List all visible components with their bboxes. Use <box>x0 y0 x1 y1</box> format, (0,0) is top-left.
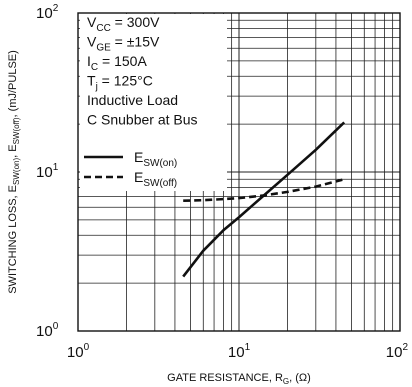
legend-label-esw-on: ESW(on) <box>134 149 177 169</box>
x-tick-label: 102 <box>386 342 409 361</box>
legend-box <box>80 14 227 191</box>
condition-line: VCC = 300V <box>87 14 160 34</box>
x-tick-label: 101 <box>228 342 251 361</box>
tick-labels: 100 101 102 100 101 102 <box>36 3 408 361</box>
y-tick-label: 101 <box>36 162 59 181</box>
y-tick-label: 100 <box>36 321 59 340</box>
x-tick-label: 100 <box>67 342 90 361</box>
condition-line: Inductive Load <box>87 92 178 108</box>
x-axis-label: GATE RESISTANCE, RG, (Ω) <box>167 372 311 386</box>
y-axis-label: SWITCHING LOSS, ESW(on), ESW(off), (mJ/P… <box>7 50 21 294</box>
series-line-sw-on <box>182 121 346 278</box>
plot-frame <box>77 12 401 332</box>
series-line-sw-off <box>183 178 345 202</box>
series-lines <box>182 121 346 278</box>
condition-line: VGE = ±15V <box>87 34 160 54</box>
condition-line: C Snubber at Bus <box>87 112 198 128</box>
legend-label-esw-off: ESW(off) <box>134 169 177 189</box>
condition-line: Tj = 125°C <box>87 73 153 93</box>
y-tick-label: 102 <box>36 3 59 22</box>
condition-line: IC = 150A <box>87 53 147 73</box>
